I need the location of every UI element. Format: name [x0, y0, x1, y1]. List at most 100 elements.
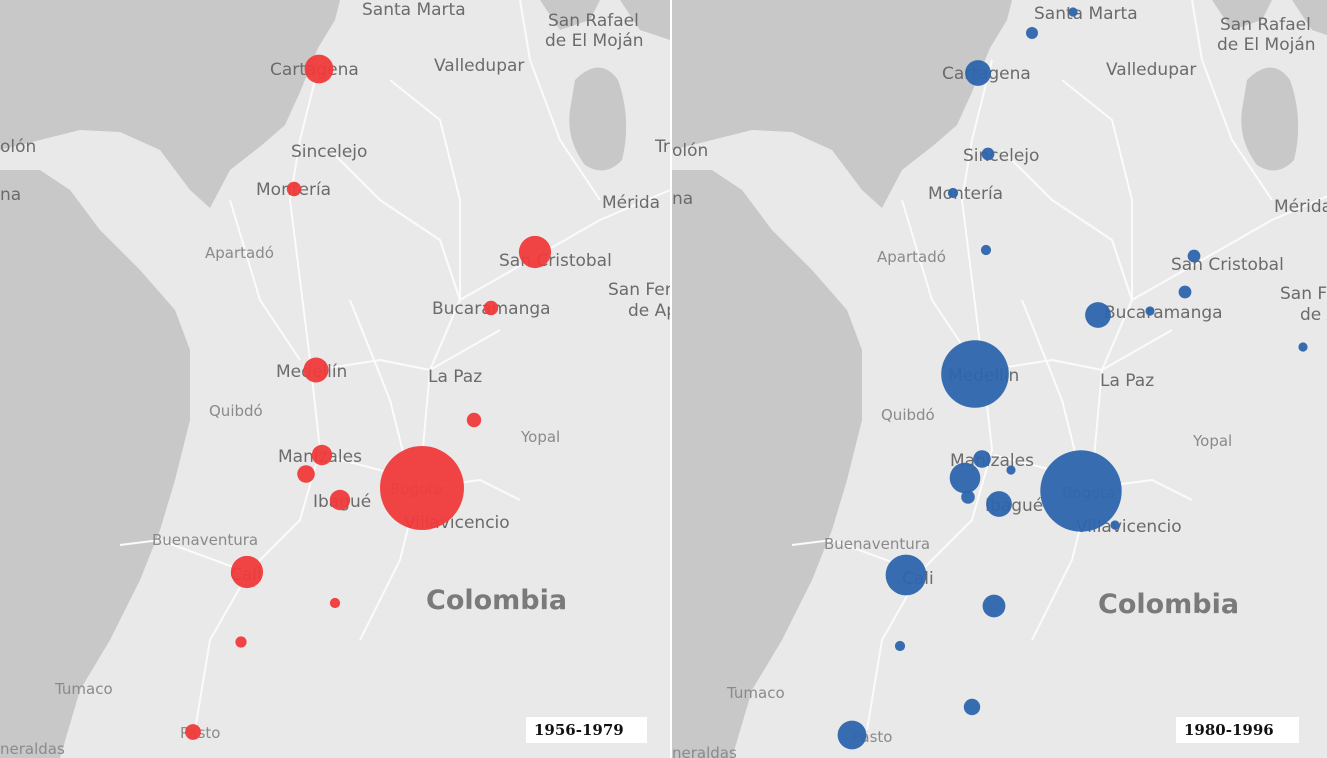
- city-label-san-fer-2: de Ap: [628, 301, 670, 321]
- city-label-santa-marta: Santa Marta: [1034, 4, 1138, 24]
- marker-ibagu-: [329, 489, 351, 511]
- marker-manizales: [311, 444, 333, 466]
- city-label-san-rafael-2: de El Moján: [1217, 35, 1316, 55]
- caribbean-sea: [672, 0, 1012, 208]
- road: [987, 329, 1173, 372]
- marker-barranquilla: [1026, 27, 1038, 39]
- road: [194, 59, 322, 731]
- city-label-san-rafael-2: de El Moján: [545, 31, 644, 51]
- road: [329, 149, 462, 641]
- marker-honda: [1006, 465, 1016, 475]
- road: [1061, 79, 1133, 300]
- marker-cali: [885, 554, 927, 596]
- city-label-quibdo: Quibdó: [881, 406, 935, 424]
- marker-san-cristobal: [518, 235, 552, 269]
- country-label: Colombia: [426, 585, 567, 616]
- country-label: Colombia: [1098, 589, 1239, 620]
- city-label-san-cristobal: San Cristobal: [499, 251, 612, 271]
- city-label-monteria: Montería: [928, 184, 1003, 204]
- marker-medell-n: [303, 357, 329, 383]
- marker-bucaramanga: [483, 300, 499, 316]
- city-label-santa-marta: Santa Marta: [362, 0, 466, 20]
- marker-bucaramanga: [1085, 302, 1111, 328]
- marker-near-yopal: [466, 412, 482, 428]
- road: [1191, 0, 1273, 201]
- city-label-san-fer-1: San Fer: [1280, 284, 1327, 304]
- marker-neiva: [982, 594, 1006, 618]
- period-label: 1980-1996: [1176, 717, 1299, 743]
- city-label-valledupar: Valledupar: [434, 56, 524, 76]
- city-label-sincelejo: Sincelejo: [291, 142, 367, 162]
- marker-cartagena: [965, 60, 991, 86]
- marker-pereira: [297, 465, 315, 483]
- period-label: 1956-1979: [526, 717, 647, 743]
- city-label-tumaco: Tumaco: [54, 680, 113, 698]
- marker-armenia: [961, 490, 975, 504]
- marker-santa-marta: [1068, 7, 1078, 17]
- marker-south-huila: [329, 597, 341, 609]
- city-label-sincelejo: Sincelejo: [963, 146, 1039, 166]
- marker-bogota: [1040, 450, 1122, 532]
- marker-monter-a: [286, 181, 302, 197]
- city-label-colon: olón: [672, 141, 708, 161]
- marker-sincelejo: [981, 147, 995, 161]
- city-label-esmeraldas: neraldas: [672, 744, 737, 758]
- city-label-valledupar: Valledupar: [1106, 60, 1196, 80]
- marker-pasto: [837, 720, 867, 750]
- marker-pasto: [185, 724, 201, 740]
- city-label-merida: Mérida: [602, 193, 660, 213]
- marker-caucasia: [980, 244, 992, 256]
- city-label-tumaco: Tumaco: [726, 684, 785, 702]
- road: [1131, 195, 1327, 301]
- road: [791, 538, 920, 573]
- city-label-apartado: Apartadó: [205, 244, 274, 262]
- city-label-san-rafael-1: San Rafael: [1220, 15, 1311, 35]
- city-label-apartado: Apartadó: [877, 248, 946, 266]
- marker-medell-n: [941, 340, 1009, 408]
- marker-bogota: [380, 446, 464, 530]
- road: [119, 538, 248, 573]
- lake-maracaibo: [569, 67, 627, 171]
- marker-c-cuta-region: [1178, 285, 1192, 299]
- marker-cartagena: [304, 54, 334, 84]
- road: [229, 199, 301, 361]
- city-label-colon: olón: [0, 137, 36, 157]
- marker-popay-n: [235, 636, 247, 648]
- city-label-yopal: Yopal: [520, 428, 560, 446]
- marker-mocoa: [963, 698, 981, 716]
- city-label-la-paz: La Paz: [428, 367, 482, 387]
- gulf-venezuela: [540, 0, 600, 30]
- marker-manizales: [973, 450, 991, 468]
- marker-monter-a: [947, 187, 959, 199]
- road: [389, 79, 461, 300]
- city-label-san-fer-1: San Fer: [608, 280, 670, 300]
- sea-northeast: [620, 0, 670, 40]
- lake-maracaibo: [1241, 67, 1299, 171]
- pacific-ocean: [672, 170, 862, 758]
- marker-popay-n: [894, 640, 906, 652]
- city-label-merida: Mérida: [1274, 197, 1327, 217]
- city-label-quibdo: Quibdó: [209, 402, 263, 420]
- marker-venezuela: [1298, 342, 1308, 352]
- city-label-ma: na: [0, 185, 21, 205]
- marker-barrancabermeja: [1145, 306, 1155, 316]
- road: [519, 0, 601, 201]
- city-label-san-fer-2: de Ap: [1300, 305, 1327, 325]
- gulf-venezuela: [1212, 0, 1272, 30]
- road: [1001, 149, 1134, 641]
- marker-san-cristobal: [1187, 249, 1201, 263]
- marker-cali: [230, 555, 264, 589]
- pacific-ocean: [0, 170, 190, 758]
- city-label-tr: Tr: [654, 137, 670, 157]
- city-label-la-paz: La Paz: [1100, 371, 1154, 391]
- city-label-esmeraldas: neraldas: [0, 740, 65, 758]
- road: [315, 329, 501, 372]
- city-label-yopal: Yopal: [1192, 432, 1232, 450]
- city-label-ma: na: [672, 189, 693, 209]
- city-label-buenaventura: Buenaventura: [152, 531, 258, 549]
- city-label-san-rafael-1: San Rafael: [548, 11, 639, 31]
